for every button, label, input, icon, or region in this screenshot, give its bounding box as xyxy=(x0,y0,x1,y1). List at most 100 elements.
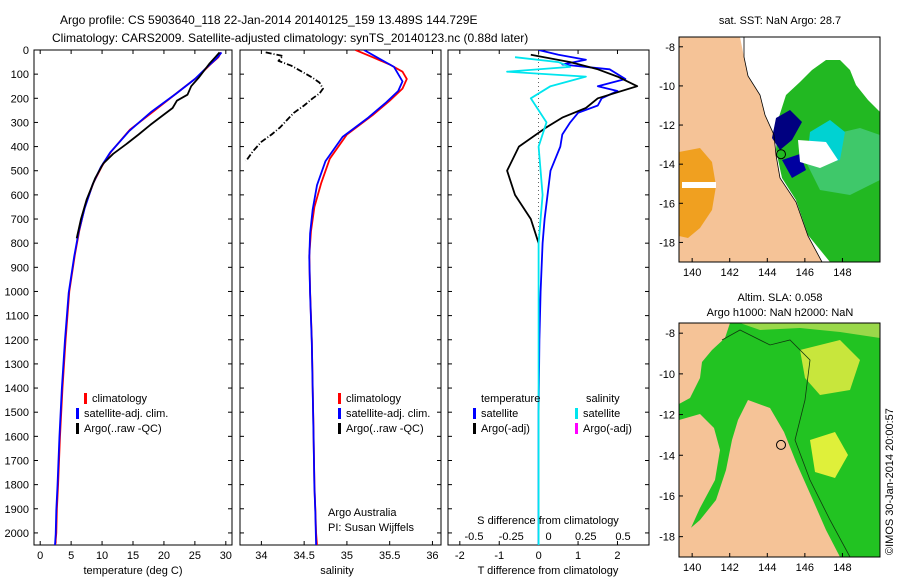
map-x-tick-label: 146 xyxy=(796,267,814,279)
x2-tick-label: -0.25 xyxy=(499,531,524,543)
depth-tick-label: 1400 xyxy=(5,383,29,395)
depth-tick-label: 100 xyxy=(11,69,29,81)
temperature-panel xyxy=(33,49,233,546)
sla-map xyxy=(679,323,880,557)
depth-tick-label: 800 xyxy=(11,238,29,250)
x-tick-label: 2 xyxy=(614,550,620,562)
legend-swatch-argo xyxy=(338,423,341,434)
x-tick-label: 10 xyxy=(96,550,108,562)
legend-swatch-temperature-satellite xyxy=(473,408,476,419)
x2-tick-label: 0 xyxy=(545,531,551,543)
map-x-tick-label: 140 xyxy=(683,267,701,279)
x-tick-label: 0 xyxy=(536,550,542,562)
x-tick-label: 1 xyxy=(575,550,581,562)
x-tick-label: 5 xyxy=(68,550,74,562)
legend-swatch-satellite xyxy=(338,408,341,419)
sst-map-frame xyxy=(678,36,881,263)
depth-tick-label: 300 xyxy=(11,117,29,129)
map-y-tick-label: -14 xyxy=(659,450,675,462)
depth-tick-label: 2000 xyxy=(5,528,29,540)
map-y-tick-label: -10 xyxy=(659,81,675,93)
depth-tick-label: 1200 xyxy=(5,335,29,347)
map-y-tick-label: -16 xyxy=(659,491,675,503)
sla-map-title-2: Argo h1000: NaN h2000: NaN xyxy=(707,307,854,319)
salinity-panel xyxy=(239,49,442,546)
series-line-argo xyxy=(75,51,221,239)
depth-tick-label: 1300 xyxy=(5,359,29,371)
sst-map-title: sat. SST: NaN Argo: 28.7 xyxy=(719,15,841,27)
sla-land-cape xyxy=(679,414,720,538)
x-tick-label: 35.5 xyxy=(379,550,400,562)
annotation-line-1: Argo Australia xyxy=(328,507,397,519)
map-x-tick-label: 144 xyxy=(758,562,776,574)
sst-coastline xyxy=(743,37,823,262)
x2-tick-label: 0.5 xyxy=(615,531,630,543)
x-tick-label: 20 xyxy=(158,550,170,562)
legend-label-temperature-satellite: satellite xyxy=(481,408,518,420)
sst-deep-anomaly xyxy=(772,110,802,150)
difference-lines xyxy=(506,50,639,545)
legend-label-climatology: climatology xyxy=(346,393,402,405)
depth-tick-label: 1600 xyxy=(5,431,29,443)
x-tick-label: 0 xyxy=(37,550,43,562)
depth-tick-label: 0 xyxy=(23,45,29,57)
depth-tick-label: 1500 xyxy=(5,407,29,419)
sla-land-queensland xyxy=(679,400,840,557)
x2-tick-label: 0.25 xyxy=(575,531,596,543)
depth-tick-label: 600 xyxy=(11,190,29,202)
sla-land-north xyxy=(679,323,730,404)
series-line-satellite xyxy=(308,50,404,545)
difference-legend: temperature salinity satellite Argo(-adj… xyxy=(473,393,632,435)
x-tick-label: -1 xyxy=(494,550,504,562)
legend-label-argo: Argo(..raw -QC) xyxy=(346,423,424,435)
header-line-1: Argo profile: CS 5903640_118 22-Jan-2014… xyxy=(60,13,477,27)
legend-title-temperature: temperature xyxy=(481,393,540,405)
side-caption: ©IMOS 30-Jan-2014 20:00:57 xyxy=(884,408,896,555)
legend-swatch-salinity-argo xyxy=(575,423,578,434)
depth-tick-label: 400 xyxy=(11,142,29,154)
t-difference-xlabel: T difference from climatology xyxy=(478,565,619,577)
x-tick-label: 30 xyxy=(220,550,232,562)
legend-label-temperature-argo: Argo(-adj) xyxy=(481,423,530,435)
legend-label-satellite: satellite-adj. clim. xyxy=(346,408,430,420)
series-line-salinity-satellite xyxy=(506,56,587,545)
legend-title-salinity: salinity xyxy=(586,393,620,405)
depth-tick-label: 700 xyxy=(11,214,29,226)
map-y-tick-label: -8 xyxy=(665,42,675,54)
legend-swatch-argo xyxy=(76,423,79,434)
map-x-tick-label: 144 xyxy=(758,267,776,279)
legend-swatch-climatology xyxy=(338,393,341,404)
legend-swatch-salinity-satellite xyxy=(575,408,578,419)
depth-tick-label: 200 xyxy=(11,93,29,105)
salinity-lines xyxy=(245,50,408,545)
map-x-tick-label: 142 xyxy=(721,562,739,574)
salinity-legend: climatology satellite-adj. clim. Argo(..… xyxy=(338,393,430,435)
sst-cloud xyxy=(798,140,838,168)
sst-gulf-gap xyxy=(682,182,716,188)
map-y-tick-label: -12 xyxy=(659,120,675,132)
legend-label-salinity-argo: Argo(-adj) xyxy=(583,423,632,435)
series-line-argo xyxy=(245,51,324,162)
legend-swatch-temperature-argo xyxy=(473,423,476,434)
map-y-tick-label: -12 xyxy=(659,410,675,422)
depth-tick-label: 1000 xyxy=(5,286,29,298)
series-line-climatology xyxy=(54,51,222,545)
sst-profile-marker xyxy=(776,149,786,160)
sla-profile-marker xyxy=(776,439,786,450)
annotation-line-2: PI: Susan Wijffels xyxy=(328,522,414,534)
sst-map xyxy=(679,37,880,262)
map-x-tick-label: 146 xyxy=(796,562,814,574)
legend-label-climatology: climatology xyxy=(92,393,148,405)
map-y-tick-label: -16 xyxy=(659,198,675,210)
x-tick-label: 25 xyxy=(189,550,201,562)
x-tick-label: 35 xyxy=(341,550,353,562)
map-x-tick-label: 140 xyxy=(683,562,701,574)
sla-north-band xyxy=(740,323,880,338)
x2-tick-label: -0.5 xyxy=(465,531,484,543)
sst-gulf-warm xyxy=(679,148,716,238)
map-y-tick-label: -10 xyxy=(659,369,675,381)
depth-tick-label: 500 xyxy=(11,166,29,178)
difference-x-axis: -2 -1 0 1 2 -0.5 -0.25 0 0.25 0.5 xyxy=(455,50,631,562)
x-tick-label: 34 xyxy=(255,550,267,562)
